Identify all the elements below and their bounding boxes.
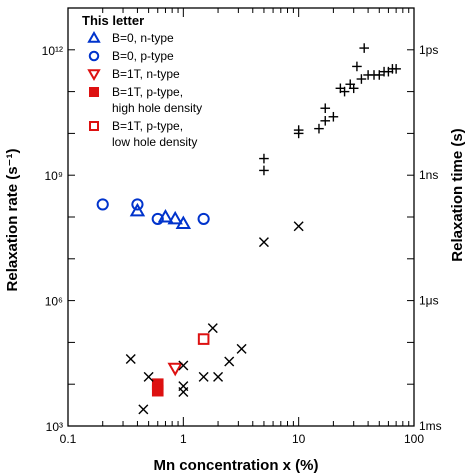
data-point [125, 354, 136, 365]
data-point [314, 123, 324, 134]
data-point [348, 83, 359, 94]
legend-marker [89, 87, 99, 97]
data-point [213, 371, 224, 382]
right-tick-label: 1ps [419, 43, 438, 57]
x-tick-label: 0.1 [60, 432, 77, 446]
data-series-x [125, 221, 304, 415]
data-point [131, 198, 144, 211]
data-series-square [197, 333, 210, 345]
y-tick-label: 10¹² [42, 44, 63, 58]
data-point [138, 404, 149, 415]
legend-marker [88, 50, 100, 62]
data-point [224, 356, 235, 367]
data-point [178, 387, 189, 398]
data-point [151, 212, 164, 226]
data-point [207, 323, 218, 334]
legend: This letter B=0, n-type B=0, p-type B=1T, n… [82, 13, 202, 149]
data-point [259, 153, 269, 164]
x-tick-label: 10 [292, 432, 306, 446]
data-point [339, 86, 350, 97]
data-point [320, 116, 331, 126]
y-tick-label: 10⁹ [45, 169, 64, 183]
y-tick-label: 10⁶ [45, 295, 63, 309]
data-point [143, 371, 154, 382]
legend-label: low hole density [112, 135, 197, 149]
legend-entry: B=0, p-type [88, 49, 174, 63]
data-point [391, 64, 401, 74]
data-point [236, 343, 247, 354]
data-series-circle [96, 198, 210, 226]
right-tick-label: 1μs [419, 294, 439, 308]
right-tick-label: 1ms [419, 419, 442, 433]
legend-marker [87, 30, 101, 43]
axis-ticks [67, 7, 415, 427]
x-axis-label: Mn concentration x (%) [153, 457, 318, 474]
data-series-plus [259, 43, 401, 176]
y-tick-label: 10³ [46, 420, 63, 434]
data-point [320, 103, 331, 114]
axis-tick-labels: 0.1 1 10 100 10³ 10⁶ 10⁹ 10¹² 1ms 1μs 1ns 1ps [42, 43, 442, 446]
data-point [197, 333, 210, 345]
x-tick-label: 100 [404, 432, 424, 446]
legend-label: B=0, n-type [112, 31, 174, 45]
data-point [198, 371, 209, 382]
data-point [293, 125, 304, 135]
data-point [259, 165, 269, 176]
data-point [356, 74, 367, 84]
data-point [352, 61, 362, 72]
right-tick-label: 1ns [419, 168, 438, 182]
data-point [178, 360, 189, 371]
data-point [359, 43, 369, 53]
x-tick-label: 1 [180, 432, 187, 446]
data-point [175, 215, 192, 229]
data-series-square [151, 378, 164, 397]
legend-label: B=1T, p-type, [112, 85, 183, 99]
y-axis-label: Relaxation rate (s⁻¹) [4, 149, 21, 292]
legend-title: This letter [82, 13, 144, 28]
right-axis-label: Relaxation time (s) [449, 128, 466, 261]
legend-marker [87, 69, 101, 82]
data-point [328, 111, 339, 122]
data-series-triangle-down [167, 362, 183, 377]
data-point [293, 221, 304, 232]
legend-label: B=0, p-type [112, 49, 174, 63]
legend-entry: B=0, n-type [87, 30, 174, 45]
data-point [197, 212, 210, 226]
data-point [167, 210, 183, 225]
legend-label: high hole density [112, 101, 202, 115]
legend-entry: B=1T, n-type [87, 67, 180, 82]
data-point [258, 237, 269, 248]
legend-label: B=1T, p-type, [112, 119, 183, 133]
data-point [96, 198, 109, 211]
data-point [167, 362, 183, 377]
legend-entry: B=1T, p-type, high hole density [89, 85, 202, 115]
data-point [151, 384, 164, 397]
data-point [129, 202, 146, 217]
legend-label: B=1T, n-type [112, 67, 180, 81]
data-points [96, 43, 401, 415]
legend-marker [89, 121, 99, 131]
legend-entry: B=1T, p-type, low hole density [89, 119, 197, 149]
